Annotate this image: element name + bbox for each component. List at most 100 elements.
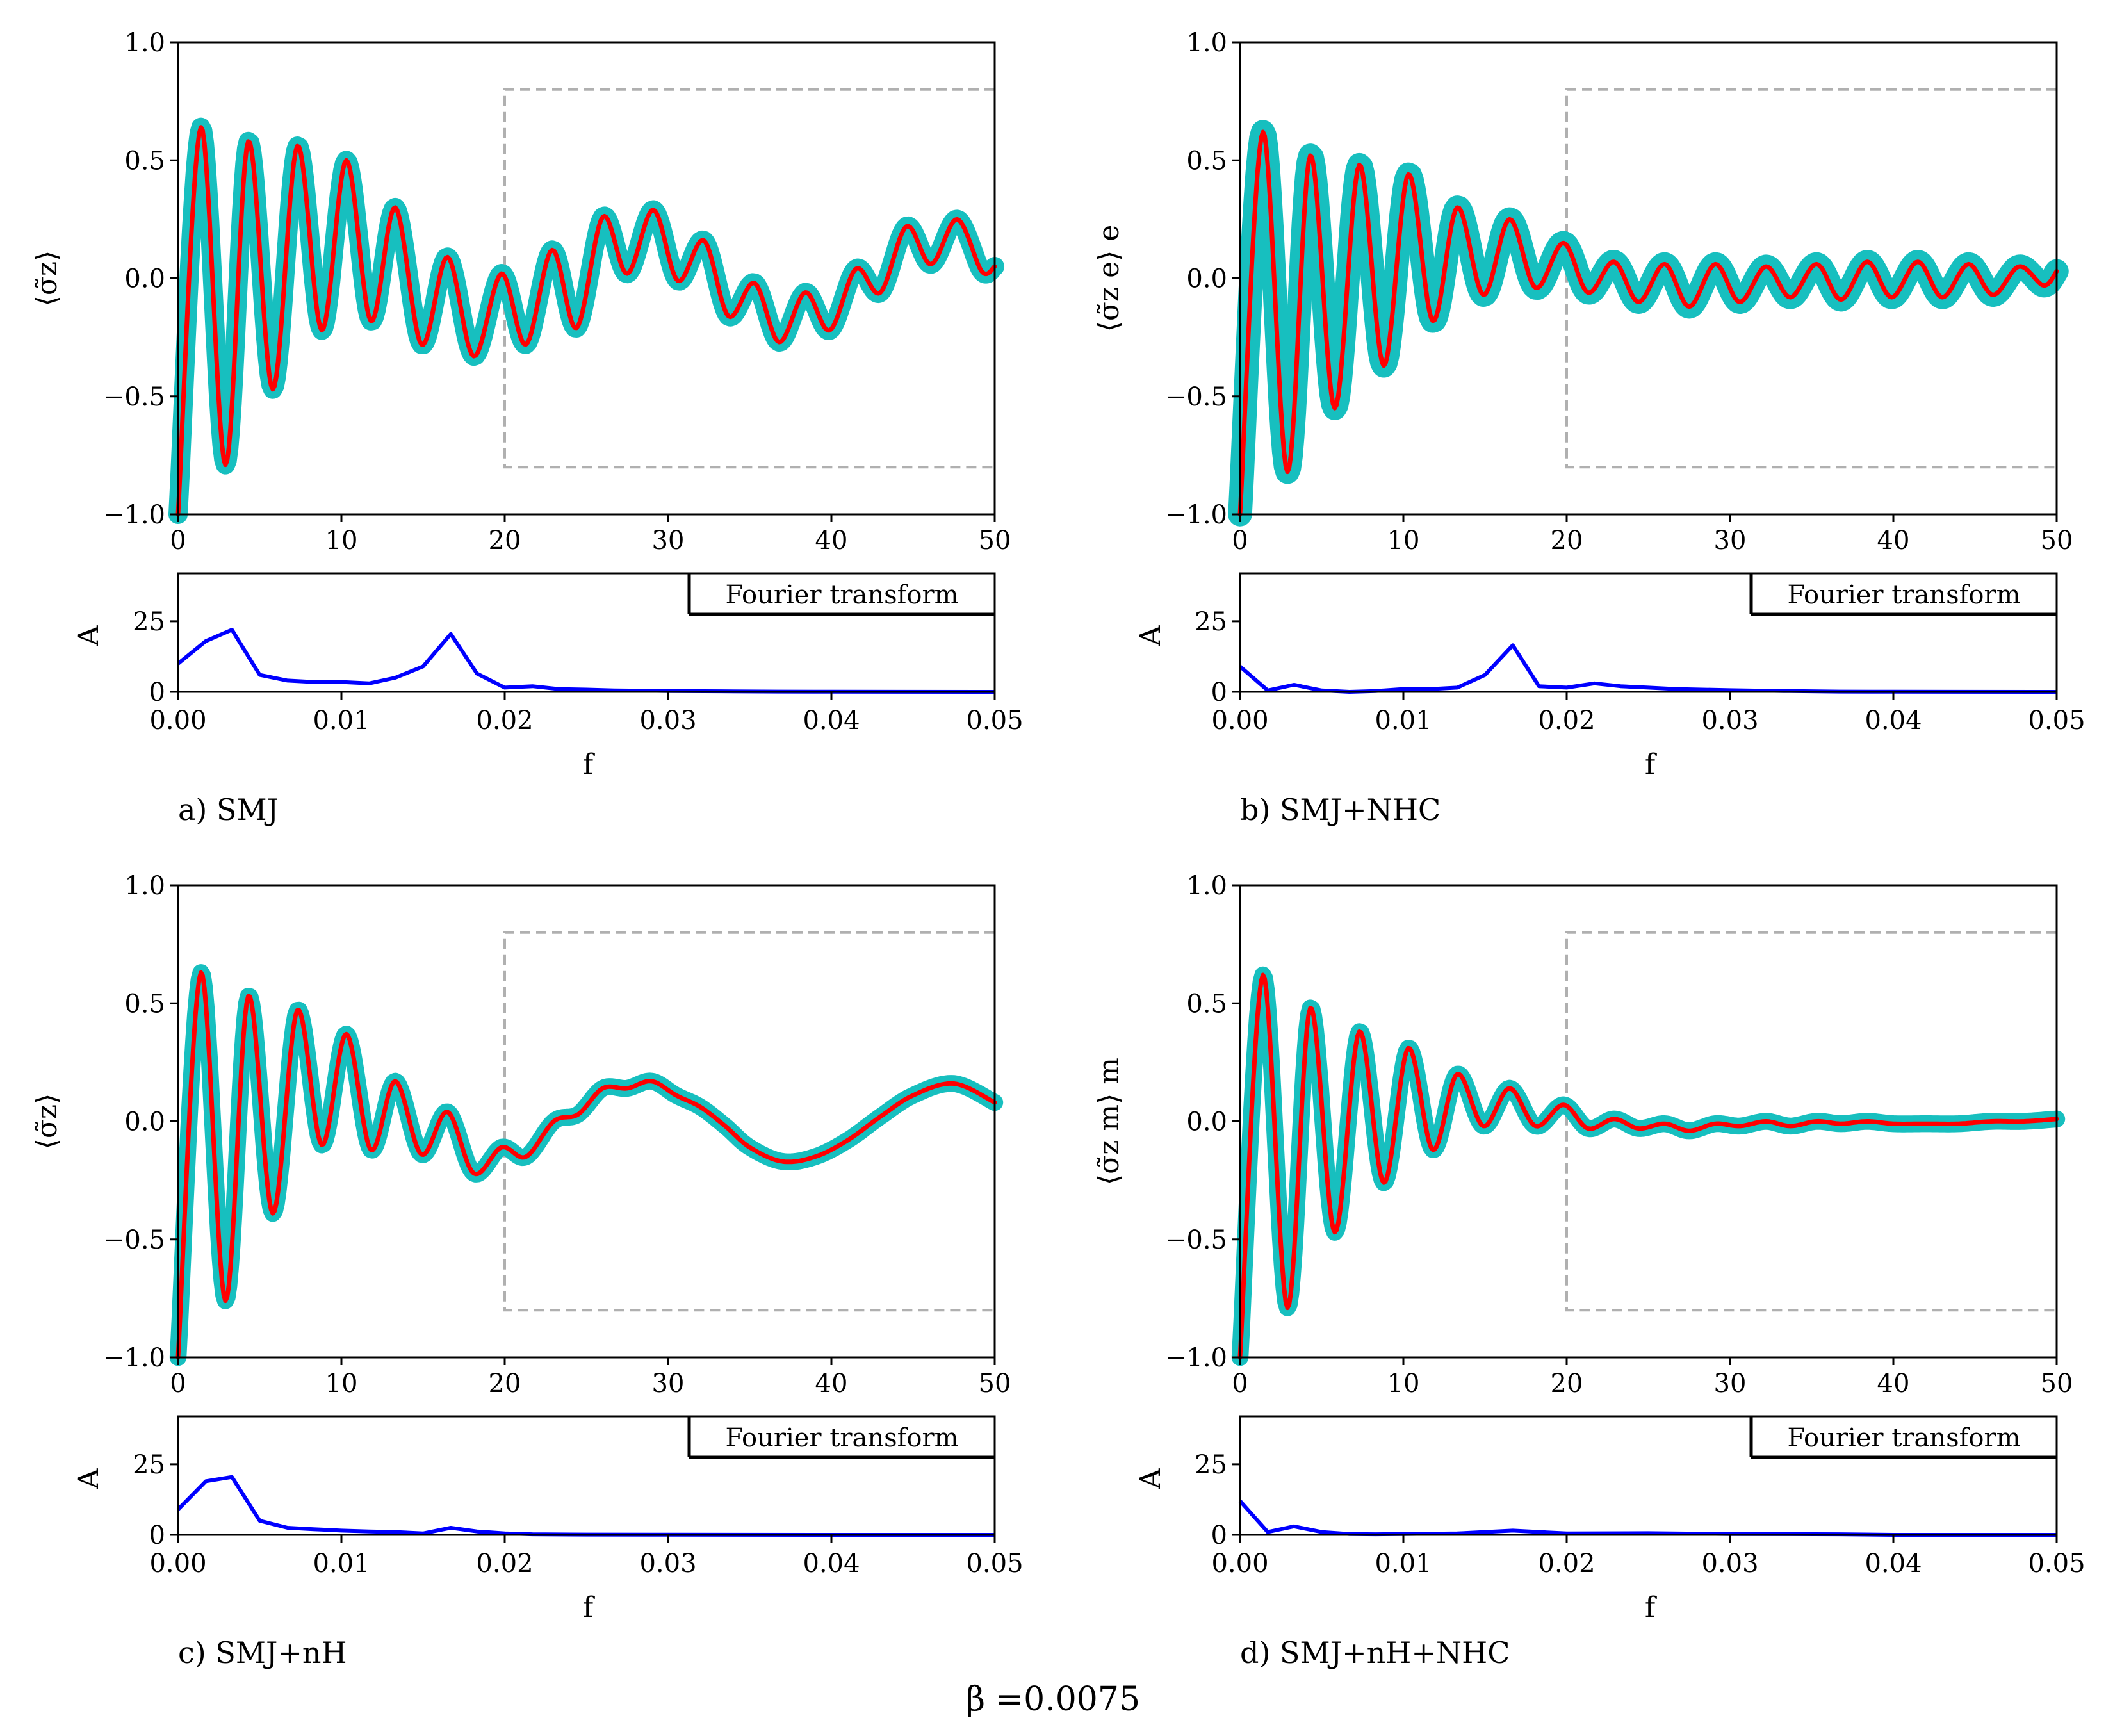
x-tick-label: 0 [1232,526,1248,555]
fourier-x-tick-label: 0.00 [149,706,206,735]
fourier-y-tick-label: 0 [1211,1521,1227,1550]
y-tick-label: −0.5 [103,382,165,412]
y-tick-label: 0.5 [1186,146,1227,176]
fourier-y-axis-label: A [72,625,105,646]
mean-line [1237,972,2059,1360]
fourier-x-tick-label: 0.04 [803,706,860,735]
panel-caption: c) SMJ+nH [178,1635,347,1670]
x-tick-label: 50 [979,1369,1011,1398]
y-tick-label: 1.0 [1186,28,1227,58]
fourier-x-tick-label: 0.05 [2028,1549,2085,1578]
envelope-band [168,117,1005,525]
fourier-axes-frame [177,1415,996,1536]
fourier-x-tick-label: 0.04 [1865,706,1922,735]
y-tick-label: 1.0 [1186,871,1227,901]
x-tick-label: 30 [1714,526,1747,555]
fourier-x-tick-label: 0.04 [1865,1549,1922,1578]
y-axis-label: ⟨σ̃z m⟩ m [1093,1058,1125,1185]
fourier-y-tick-label: 25 [1195,1450,1227,1480]
x-tick-label: 10 [325,526,358,555]
fourier-y-tick-label: 0 [1211,678,1227,707]
fourier-x-tick-label: 0.03 [639,706,696,735]
x-tick-label: 0 [170,1369,186,1398]
legend-label: Fourier transform [1787,580,2020,610]
y-tick-label: −0.5 [1165,382,1227,412]
y-tick-label: 0.5 [124,989,165,1019]
x-tick-label: 0 [170,526,186,555]
fourier-x-tick-label: 0.05 [2028,706,2085,735]
y-tick-label: 0.0 [124,265,165,294]
x-tick-label: 40 [1877,526,1910,555]
fourier-x-tick-label: 0.00 [1211,706,1268,735]
analysis-window [503,931,995,1312]
y-tick-label: 0.0 [1186,1108,1227,1137]
y-tick-label: 1.0 [124,28,165,58]
x-tick-label: 40 [1877,1369,1910,1398]
y-tick-label: 0.5 [1186,989,1227,1019]
x-tick-label: 50 [979,526,1011,555]
x-tick-label: 20 [1551,1369,1583,1398]
x-tick-label: 0 [1232,1369,1248,1398]
x-tick-label: 10 [1387,526,1420,555]
envelope-band [169,964,1004,1366]
mean-line [1237,129,2059,517]
panel-caption: b) SMJ+NHC [1240,792,1441,827]
fourier-x-tick-label: 0.02 [476,1549,533,1578]
y-tick-label: −1.0 [1165,1343,1227,1373]
y-tick-label: −0.5 [103,1225,165,1255]
panel-b: 0 10 20 30 40 50 −1.0 −0.5 0.0 0.5 1.0 ⟨σ̃z e⟩ e Fou… [1093,28,2086,827]
y-tick-label: 1.0 [124,871,165,901]
fourier-x-tick-label: 0.05 [966,706,1023,735]
fourier-line [1239,643,2057,694]
fourier-y-tick-label: 25 [133,607,165,637]
fourier-line [176,1475,995,1537]
fourier-y-tick-label: 25 [1195,607,1227,637]
y-tick-label: −0.5 [1165,1225,1227,1255]
panel-a: 0 10 20 30 40 50 −1.0 −0.5 0.0 0.5 1.0 ⟨σ̃z⟩ Fourier… [31,28,1024,827]
x-tick-label: 20 [1551,526,1583,555]
panel-caption: a) SMJ [178,792,279,827]
fourier-x-axis-label: f [583,748,595,781]
x-tick-label: 50 [2041,1369,2073,1398]
x-tick-label: 30 [652,1369,685,1398]
fourier-y-axis-label: A [72,1468,105,1489]
x-tick-label: 10 [1387,1369,1420,1398]
fourier-x-tick-label: 0.04 [803,1549,860,1578]
fourier-line [1238,1500,2057,1537]
x-tick-label: 30 [652,526,685,555]
fourier-x-tick-label: 0.03 [1701,706,1758,735]
panel-caption: d) SMJ+nH+NHC [1240,1635,1510,1670]
x-tick-label: 10 [325,1369,358,1398]
y-tick-label: 0.0 [124,1108,165,1137]
fourier-x-tick-label: 0.03 [1701,1549,1758,1578]
x-tick-label: 20 [489,1369,521,1398]
fourier-x-tick-label: 0.00 [149,1549,206,1578]
y-tick-label: −1.0 [103,1343,165,1373]
fourier-x-tick-label: 0.01 [313,1549,370,1578]
mean-line [176,970,997,1360]
fourier-y-tick-label: 0 [149,1521,165,1550]
y-tick-label: −1.0 [1165,500,1227,530]
fourier-x-axis-label: f [583,1591,595,1624]
fourier-y-tick-label: 0 [149,678,165,707]
envelope-band [1228,120,2069,527]
y-tick-label: 0.0 [1186,265,1227,294]
fourier-axes-frame [1239,572,2058,693]
fourier-y-tick-label: 25 [133,1450,165,1480]
x-tick-label: 20 [489,526,521,555]
fourier-axes-frame [177,572,996,693]
y-axis-label: ⟨σ̃z⟩ [31,250,63,307]
fourier-x-axis-label: f [1645,1591,1657,1624]
fourier-y-axis-label: A [1134,1468,1167,1489]
figure-supertitle: β =0.0075 [966,1680,1140,1719]
x-tick-label: 40 [815,526,848,555]
legend-label: Fourier transform [725,580,958,610]
fourier-axes-frame [1239,1415,2058,1536]
fourier-x-tick-label: 0.02 [1538,1549,1595,1578]
fourier-x-tick-label: 0.00 [1211,1549,1268,1578]
fourier-x-tick-label: 0.03 [639,1549,696,1578]
mean-line [176,125,997,517]
legend-label: Fourier transform [1787,1423,2020,1453]
x-tick-label: 50 [2041,526,2073,555]
analysis-window [1565,88,2057,469]
